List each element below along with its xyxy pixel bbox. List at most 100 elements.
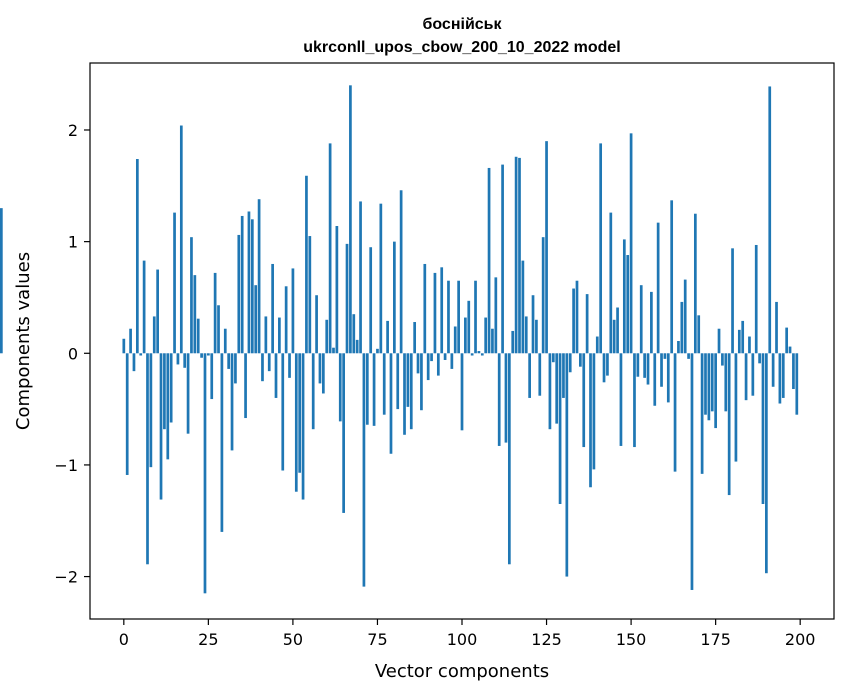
bar xyxy=(514,156,518,354)
bar xyxy=(592,353,596,470)
bar xyxy=(518,157,521,354)
x-axis: 0 25 50 75 100 125 150 175 200 xyxy=(119,619,816,649)
bar xyxy=(531,295,535,354)
bar xyxy=(284,286,288,354)
bar xyxy=(484,317,488,354)
x-tick-label: 50 xyxy=(283,630,303,649)
bar xyxy=(163,353,166,430)
bar xyxy=(376,348,379,354)
bar xyxy=(504,353,508,443)
bar xyxy=(460,353,464,431)
bar xyxy=(264,316,268,354)
bar xyxy=(386,320,389,354)
bar xyxy=(663,353,667,359)
bar xyxy=(545,141,548,354)
bar xyxy=(278,317,281,354)
bar xyxy=(0,208,3,354)
bar xyxy=(795,353,799,415)
bar xyxy=(602,353,606,383)
bar xyxy=(311,353,315,430)
bar xyxy=(650,291,653,354)
bar xyxy=(535,319,538,354)
bar xyxy=(190,237,193,354)
bar xyxy=(595,336,599,354)
bar xyxy=(785,327,789,354)
bar xyxy=(267,353,271,372)
bar xyxy=(372,353,376,426)
bar xyxy=(491,328,494,354)
bar xyxy=(403,353,406,435)
bar xyxy=(474,280,477,354)
x-tick-label: 100 xyxy=(447,630,478,649)
bar xyxy=(562,353,565,398)
y-tick-label: 0 xyxy=(68,344,78,363)
bar xyxy=(710,353,714,412)
bar xyxy=(579,353,582,367)
bar xyxy=(528,353,531,398)
bar xyxy=(223,328,227,354)
bar xyxy=(305,175,308,354)
bar xyxy=(731,248,734,354)
bar xyxy=(700,353,704,474)
chart-title-line-2: ukrconll_upos_cbow_200_10_2022 model xyxy=(303,39,620,56)
bar xyxy=(524,316,528,354)
x-tick-label: 125 xyxy=(531,630,562,649)
bar xyxy=(568,353,572,373)
bar xyxy=(345,243,349,354)
bar xyxy=(203,353,207,594)
bar xyxy=(365,353,369,425)
x-tick-label: 175 xyxy=(700,630,731,649)
bar xyxy=(325,319,329,354)
bar xyxy=(271,263,274,354)
bar xyxy=(176,353,180,365)
bar xyxy=(788,346,792,354)
bar xyxy=(670,200,674,354)
bar xyxy=(653,353,657,406)
bar xyxy=(274,353,278,398)
bar xyxy=(281,353,285,471)
bar xyxy=(315,295,318,354)
bar xyxy=(379,203,383,354)
bar xyxy=(294,353,298,492)
bar xyxy=(612,319,616,354)
bars-group xyxy=(0,85,799,594)
bar xyxy=(572,288,575,354)
bar xyxy=(639,285,643,354)
bar xyxy=(196,318,200,354)
bar xyxy=(622,239,626,354)
bar xyxy=(433,272,437,354)
bar xyxy=(355,339,359,354)
bar xyxy=(244,353,247,419)
bar xyxy=(440,267,444,354)
bar xyxy=(683,279,687,354)
bar xyxy=(291,268,295,354)
x-tick-label: 200 xyxy=(785,630,816,649)
bar xyxy=(298,353,302,473)
bar xyxy=(328,143,332,354)
bar xyxy=(257,199,261,354)
x-tick-label: 75 xyxy=(367,630,387,649)
bar xyxy=(619,353,623,446)
bar xyxy=(470,353,474,356)
bar xyxy=(636,353,640,377)
bar xyxy=(393,241,396,354)
bar xyxy=(765,353,768,574)
bar xyxy=(646,353,650,385)
bar xyxy=(677,341,680,354)
bar xyxy=(606,353,609,376)
bar xyxy=(149,353,153,468)
bar xyxy=(342,353,345,513)
bar xyxy=(724,353,728,412)
bar xyxy=(321,353,325,394)
bar xyxy=(409,353,413,430)
bar xyxy=(494,277,498,354)
bar xyxy=(616,307,619,354)
bar xyxy=(173,212,176,354)
bar xyxy=(220,353,224,532)
bar xyxy=(213,272,217,354)
bar xyxy=(420,353,423,411)
bar xyxy=(548,353,552,430)
bar xyxy=(200,353,203,358)
bar xyxy=(477,351,481,354)
bar xyxy=(744,353,748,401)
